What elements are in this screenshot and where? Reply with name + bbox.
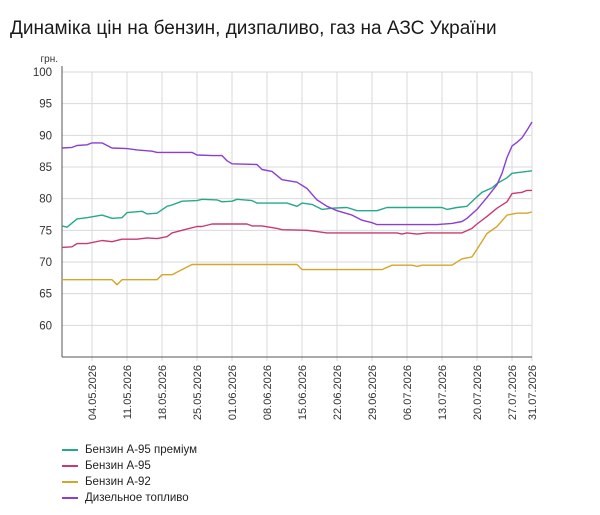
- chart-legend: Бензин А-95 преміум Бензин А-95 Бензин А-9…: [62, 442, 197, 506]
- y-tick-label: 75: [39, 225, 52, 237]
- series-line-1: [61, 170, 533, 228]
- y-tick-label: 60: [39, 320, 52, 332]
- x-tick-label: 15.06.2026: [297, 365, 309, 420]
- series-line-3: [62, 211, 533, 286]
- x-tick-label: 08.06.2026: [262, 365, 274, 420]
- y-axis-label: грн.: [40, 54, 58, 65]
- x-tick-label: 13.07.2026: [437, 365, 449, 420]
- legend-swatch: [62, 449, 78, 451]
- legend-label: Бензин А-95: [85, 460, 151, 472]
- y-tick-label: 85: [39, 162, 52, 174]
- chart-title: Динаміка цін на бензин, дизпаливо, газ н…: [10, 18, 497, 39]
- legend-item: Бензин А-95: [62, 458, 197, 474]
- x-tick-label: 18.05.2026: [157, 365, 169, 420]
- line-chart: 60 65 70 75 80 85 90 95 100 04.05.2026 11.05.2026 1…: [33, 54, 539, 420]
- legend-swatch: [62, 497, 78, 499]
- x-tick-label: 31.07.2026: [527, 365, 539, 420]
- x-tick-label: 06.07.2026: [402, 365, 414, 420]
- x-tick-label: 20.07.2026: [472, 365, 484, 420]
- y-tick-label: 65: [39, 289, 52, 301]
- x-tick-label: 27.07.2026: [507, 365, 519, 420]
- x-tick-label: 11.05.2026: [122, 365, 134, 419]
- legend-item: Дизельное топливо: [62, 490, 197, 506]
- x-tick-label: 01.06.2026: [227, 365, 239, 420]
- y-tick-label: 80: [39, 194, 52, 206]
- series-line-4: [61, 121, 533, 226]
- legend-swatch: [62, 465, 78, 467]
- x-tick-label: 04.05.2026: [87, 365, 99, 420]
- legend-item: Бензин А-92: [62, 474, 197, 490]
- x-tick-label: 29.06.2026: [367, 365, 379, 420]
- y-tick-label: 95: [39, 99, 52, 111]
- y-tick-label: 100: [33, 67, 52, 79]
- y-tick-label: 90: [39, 130, 52, 142]
- legend-swatch: [62, 481, 78, 483]
- legend-label: Бензин А-95 преміум: [85, 444, 198, 456]
- x-tick-label: 22.06.2026: [332, 365, 344, 420]
- x-tick-label: 25.05.2026: [192, 365, 204, 420]
- legend-item: Бензин А-95 преміум: [62, 442, 197, 458]
- y-tick-label: 70: [39, 257, 52, 269]
- legend-label: Бензин А-92: [85, 476, 151, 488]
- series-line-2: [61, 189, 532, 249]
- legend-label: Дизельное топливо: [85, 492, 189, 504]
